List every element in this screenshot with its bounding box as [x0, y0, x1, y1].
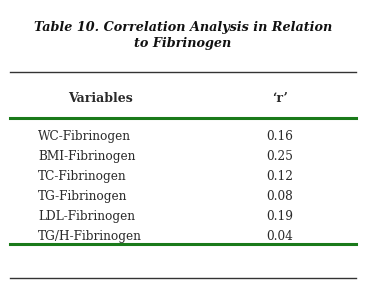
Text: to Fibrinogen: to Fibrinogen — [134, 37, 232, 50]
Text: TG-Fibrinogen: TG-Fibrinogen — [38, 190, 127, 203]
Text: 0.04: 0.04 — [266, 230, 294, 243]
Text: 0.12: 0.12 — [266, 170, 294, 183]
Text: Table 10. Correlation Analysis in Relation: Table 10. Correlation Analysis in Relati… — [34, 21, 332, 34]
Text: Variables: Variables — [68, 92, 132, 105]
Text: 0.16: 0.16 — [266, 130, 294, 143]
Text: WC-Fibrinogen: WC-Fibrinogen — [38, 130, 131, 143]
Text: 0.08: 0.08 — [266, 190, 294, 203]
Text: 0.19: 0.19 — [266, 210, 294, 223]
Text: ‘r’: ‘r’ — [272, 92, 288, 105]
Text: 0.25: 0.25 — [266, 150, 294, 163]
Text: TG/H-Fibrinogen: TG/H-Fibrinogen — [38, 230, 142, 243]
Text: TC-Fibrinogen: TC-Fibrinogen — [38, 170, 127, 183]
Text: BMI-Fibrinogen: BMI-Fibrinogen — [38, 150, 135, 163]
Text: LDL-Fibrinogen: LDL-Fibrinogen — [38, 210, 135, 223]
